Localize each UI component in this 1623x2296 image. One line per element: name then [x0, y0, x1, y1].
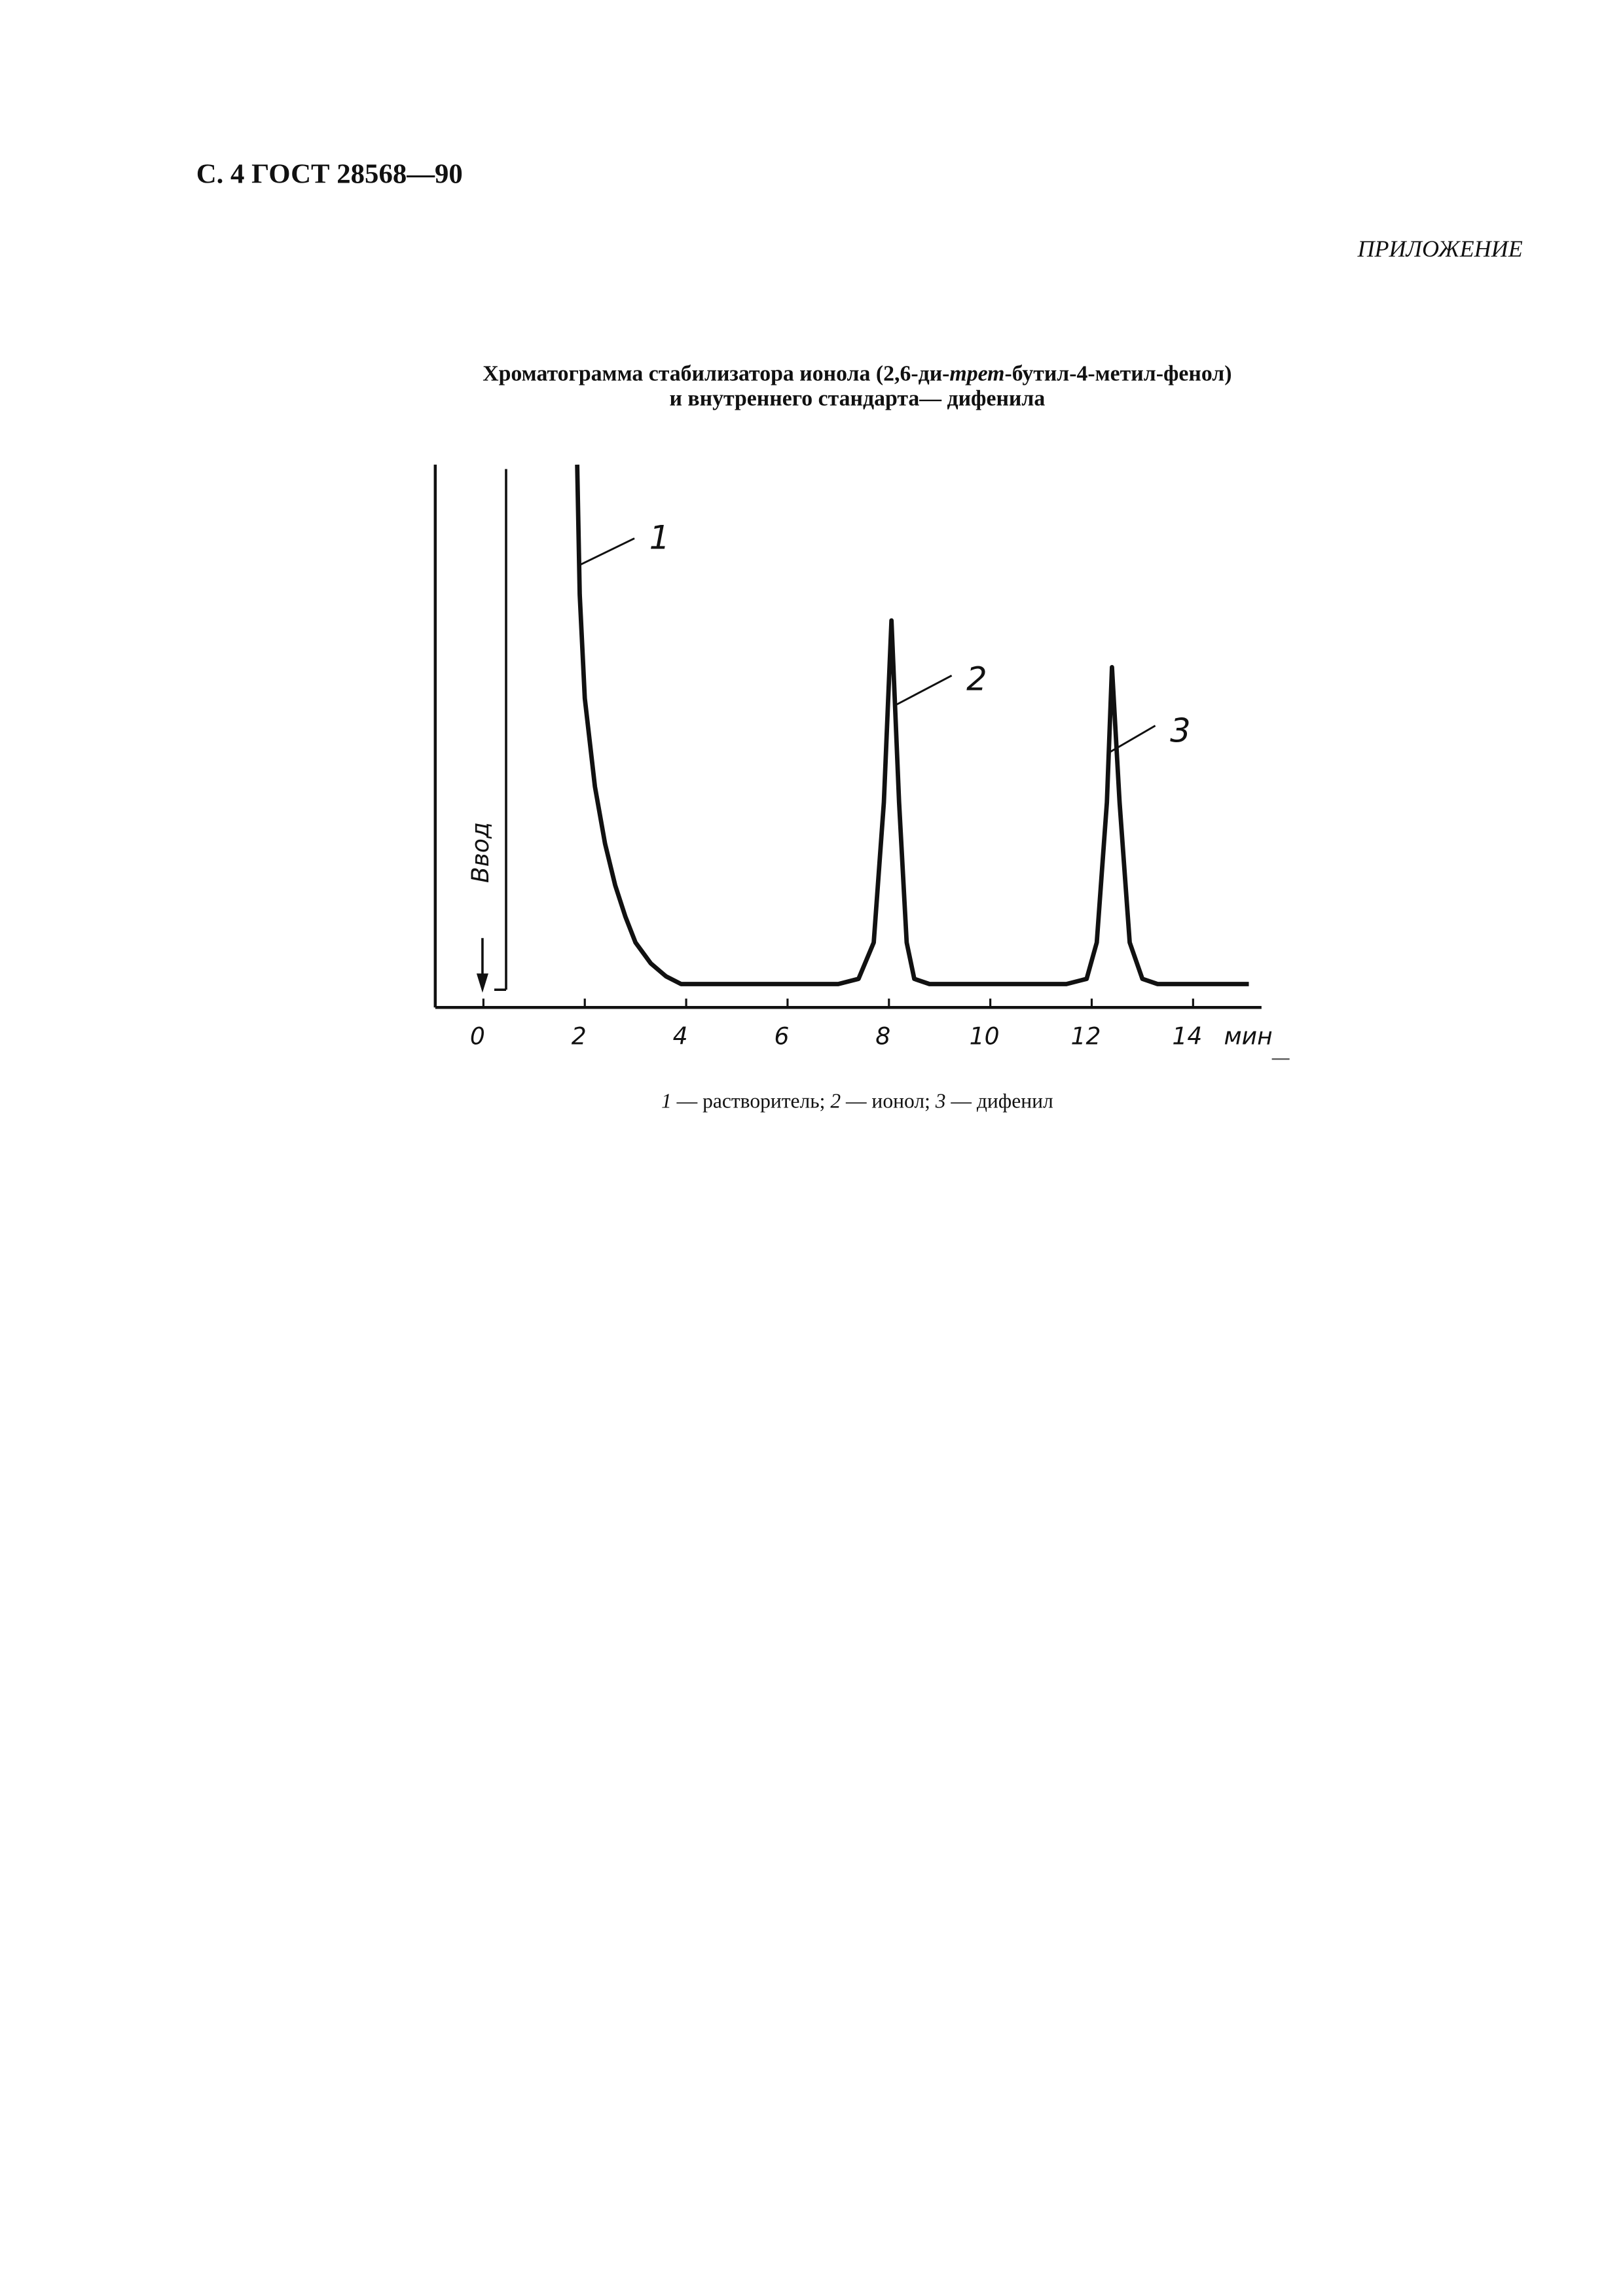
title-run: Хроматограмма стабилизатора ионола (2,6-… — [483, 361, 949, 386]
peak-label: 1 — [649, 518, 670, 556]
figure-title-line: и внутреннего стандарта— дифенила — [669, 387, 1045, 411]
caption-number: 1 — [661, 1089, 672, 1112]
title-run: трет — [949, 361, 1004, 386]
caption-number: 3 — [935, 1089, 946, 1112]
page-header: С. 4 ГОСТ 28568—90 — [196, 158, 463, 189]
injection-label: Ввод — [467, 822, 494, 883]
chromatogram-line — [575, 464, 1249, 986]
appendix-label: ПРИЛОЖЕНИЕ — [1357, 236, 1522, 262]
x-tick-label: 10 — [970, 1023, 1000, 1050]
x-tick-label: 14 — [1172, 1023, 1202, 1050]
figure-title-line: Хроматограмма стабилизатора ионола (2,6-… — [483, 361, 1231, 386]
peak-label: 2 — [966, 660, 987, 698]
figure-caption: 1 — растворитель; 2 — ионол; 3 — дифенил — [661, 1089, 1053, 1112]
x-tick-label: 8 — [875, 1023, 890, 1050]
caption-text: — растворитель; — [672, 1089, 831, 1112]
peak-leader — [895, 674, 953, 706]
caption-number: 2 — [830, 1089, 841, 1112]
caption-text: — дифенил — [946, 1089, 1053, 1112]
caption-text: — ионол; — [841, 1089, 936, 1112]
injection-arrow-head — [476, 973, 488, 993]
x-tick-label: 0 — [470, 1023, 485, 1050]
x-tick-label: 4 — [673, 1023, 688, 1050]
peak-leader — [579, 537, 635, 566]
x-tick-label: 6 — [774, 1023, 789, 1050]
x-unit-label: мин — [1224, 1023, 1272, 1050]
x-tick-label: 2 — [572, 1023, 587, 1050]
x-tick-label: 12 — [1071, 1023, 1101, 1050]
title-run: -бутил-4-метил-фенол) — [1004, 361, 1231, 386]
peak-leader — [1108, 725, 1156, 753]
peak-label: 3 — [1170, 712, 1191, 750]
